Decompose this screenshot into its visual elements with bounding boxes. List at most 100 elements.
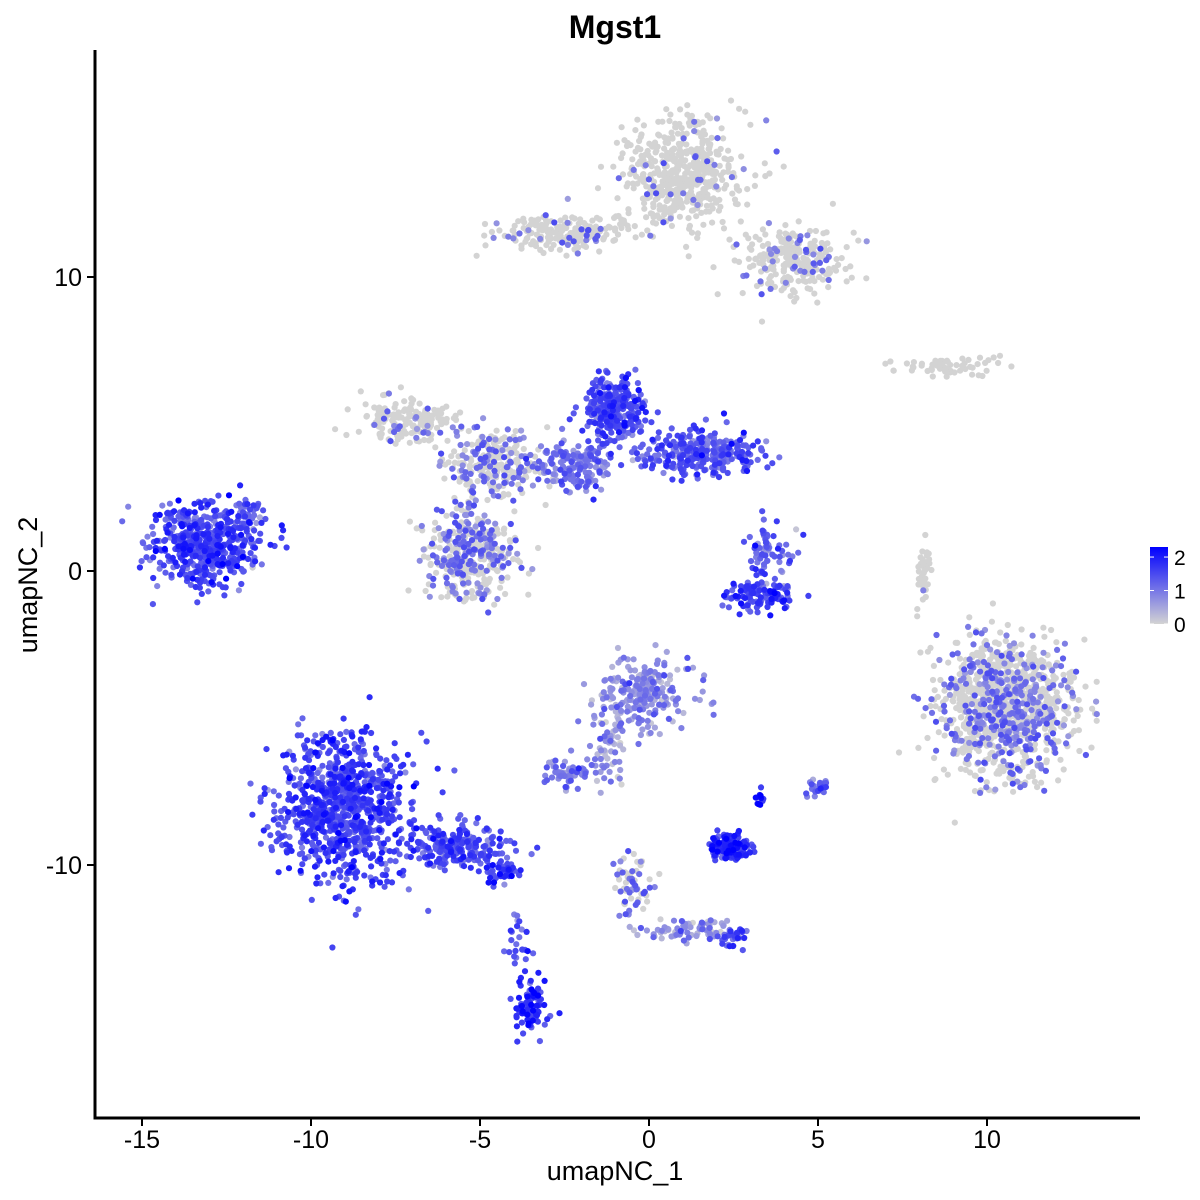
cell-point [582,222,590,229]
cell-point [477,455,484,463]
cell-point [568,458,575,466]
cell-point [577,216,584,223]
cell-point [820,230,827,237]
cell-point [159,502,166,509]
cell-point [737,218,744,225]
cell-point [1039,664,1046,671]
cell-point [765,220,773,227]
cell-point [625,206,632,213]
cell-point [456,478,463,485]
cell-point [655,118,662,125]
cell-point [1038,657,1045,664]
cell-point [495,493,502,500]
cell-point [664,149,671,156]
cell-point [713,183,720,190]
cell-point [343,431,350,439]
cell-point [492,520,499,527]
cell-point [656,731,663,738]
cell-point [465,579,472,586]
cell-point [543,777,551,784]
cell-point [932,776,939,783]
cell-point [771,575,779,583]
cell-point [1052,675,1059,682]
cell-point [535,476,542,483]
cell-point [440,557,447,564]
cell-point [149,523,156,530]
cell-point [802,246,810,253]
cell-point [663,139,670,146]
cell-point [402,769,409,776]
cell-point [498,461,505,468]
cell-point [1074,712,1081,720]
cell-point [622,911,629,918]
cell-point [438,508,445,515]
cell-point [915,744,922,752]
cell-point [929,373,936,380]
cell-point [783,541,790,548]
cell-point [747,121,754,128]
cell-point [495,483,503,490]
cell-point [717,172,725,179]
cell-point [816,259,824,266]
cell-point [1054,646,1061,654]
cell-point [710,264,717,271]
cell-point [508,937,515,944]
cell-point [166,500,173,507]
cell-point [682,148,689,155]
cell-point [811,278,818,285]
cell-point [632,148,639,155]
cell-point [641,205,648,212]
cell-point [424,422,431,429]
cell-point [413,525,420,532]
cell-point [606,768,613,776]
cell-point [699,138,706,145]
cell-point [776,229,783,236]
cell-point [594,450,602,457]
cell-point [679,204,686,211]
cell-point [441,867,448,874]
cell-point [966,614,973,621]
cell-point [542,212,549,219]
cell-point [619,150,626,157]
cell-point [603,231,610,238]
cell-point [451,562,458,569]
cell-point [725,162,732,169]
cell-point [630,166,637,173]
cell-point [572,404,580,411]
cell-point [528,241,535,248]
cell-point [434,559,441,566]
cell-point [375,407,382,414]
cell-point [623,142,631,150]
cell-point [623,183,630,190]
cell-point [194,599,201,606]
cell-point [505,491,512,498]
cell-point [1025,657,1032,665]
cell-point [625,717,632,724]
cell-point [474,541,481,548]
cell-point [773,248,781,255]
cell-point [609,663,616,671]
cell-point [962,680,970,687]
cell-point [1041,633,1048,640]
cell-point [486,575,493,583]
cell-point [583,395,590,402]
cell-point [960,693,967,700]
cell-point [984,662,992,669]
cell-point [829,200,837,207]
cell-point [607,737,614,745]
cell-point [644,227,651,234]
cell-point [418,729,425,736]
cell-point [723,182,730,189]
cell-point [488,488,495,495]
cell-point [733,183,740,190]
cell-point [636,706,643,713]
cell-point [508,449,515,457]
cell-point [618,720,625,727]
cell-point [618,224,625,232]
cell-point [747,608,754,615]
cell-point [146,544,153,551]
cell-point [642,687,649,694]
cell-point [933,747,940,754]
cell-point [1061,677,1068,684]
cell-point [643,214,650,221]
